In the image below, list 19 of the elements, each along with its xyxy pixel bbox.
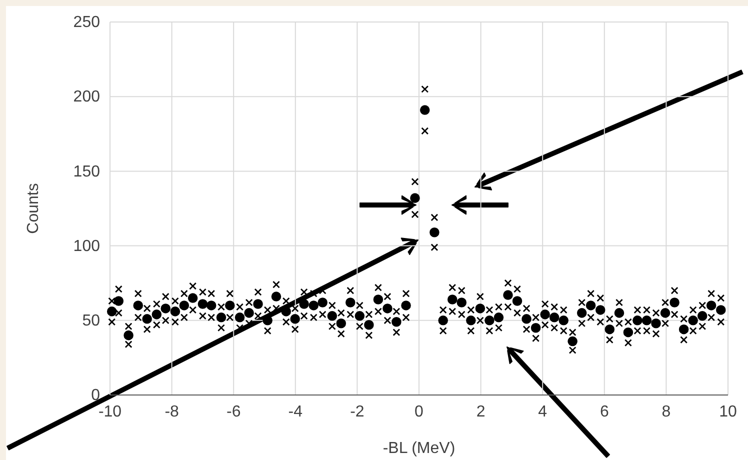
x-tick-label: -10 xyxy=(98,403,122,420)
y-tick-label: 250 xyxy=(73,14,100,32)
x-tick-label: -2 xyxy=(350,403,364,420)
y-tick-label: 50 xyxy=(82,312,100,330)
x-tick-label: 2 xyxy=(476,403,486,420)
y-tick-label: 150 xyxy=(73,163,100,180)
x-tick-label: -4 xyxy=(288,403,303,420)
y-axis-title: Counts xyxy=(25,183,42,234)
x-tick-label: -6 xyxy=(226,403,241,420)
x-tick-label: 6 xyxy=(600,403,609,420)
x-axis-title: -BL (MeV) xyxy=(382,440,456,457)
x-tick-label: 10 xyxy=(719,403,737,420)
x-tick-label: 0 xyxy=(414,403,424,420)
x-tick-label: 4 xyxy=(538,403,548,420)
y-tick-label: 200 xyxy=(73,88,100,106)
y-tick-label: 0 xyxy=(91,387,100,404)
y-tick-label: 100 xyxy=(73,238,100,255)
x-tick-label: -8 xyxy=(164,403,180,420)
x-tick-label: 8 xyxy=(662,403,671,420)
